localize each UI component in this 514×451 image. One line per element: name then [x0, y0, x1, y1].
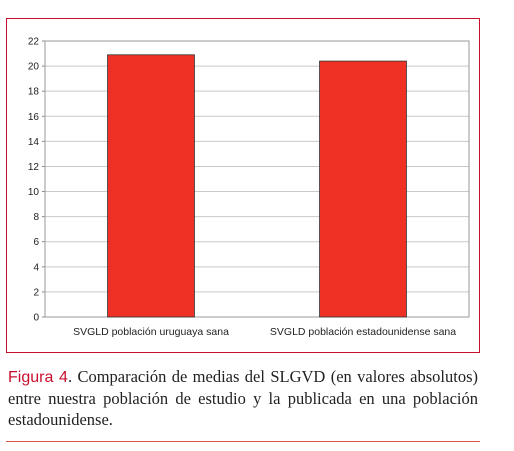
figure-caption: Figura 4. Comparación de medias del SLGV…	[8, 366, 478, 430]
y-tick-label-0: 0	[33, 313, 39, 324]
bar-2	[319, 60, 407, 318]
y-tick-label-6: 6	[33, 237, 39, 248]
bar-chart: 0 2 4 6 8 10 12 14 16 18 20 22 SVGLD población urug…	[28, 37, 470, 338]
x-category-label-2: SVGLD población estadounidense sana	[270, 326, 456, 338]
bar-1	[107, 54, 195, 318]
y-tick-label-8: 8	[33, 212, 39, 223]
y-tick-label-2: 2	[33, 287, 39, 298]
y-tick-label-10: 10	[28, 187, 40, 198]
y-tick-label-14: 14	[28, 137, 40, 148]
bottom-divider	[6, 441, 480, 442]
y-tick-label-4: 4	[33, 262, 39, 273]
y-tick-label-16: 16	[28, 112, 40, 123]
y-tick-label-22: 22	[28, 37, 40, 48]
caption-text: . Comparación de medias del SLGVD (en va…	[8, 367, 478, 429]
y-tick-label-18: 18	[28, 87, 40, 98]
category-labels: SVGLD población uruguaya sana SVGLD pobla…	[73, 326, 456, 338]
y-tick-label-20: 20	[28, 62, 40, 73]
y-tick-label-12: 12	[28, 162, 40, 173]
x-category-label-1: SVGLD población uruguaya sana	[73, 326, 229, 338]
bars	[107, 54, 407, 318]
caption-label: Figura 4	[8, 369, 68, 386]
plot-area-border	[44, 40, 470, 318]
y-axis: 0 2 4 6 8 10 12 14 16 18 20 22	[28, 37, 470, 324]
chart-frame: 0 2 4 6 8 10 12 14 16 18 20 22 SVGLD población urug…	[6, 18, 480, 353]
